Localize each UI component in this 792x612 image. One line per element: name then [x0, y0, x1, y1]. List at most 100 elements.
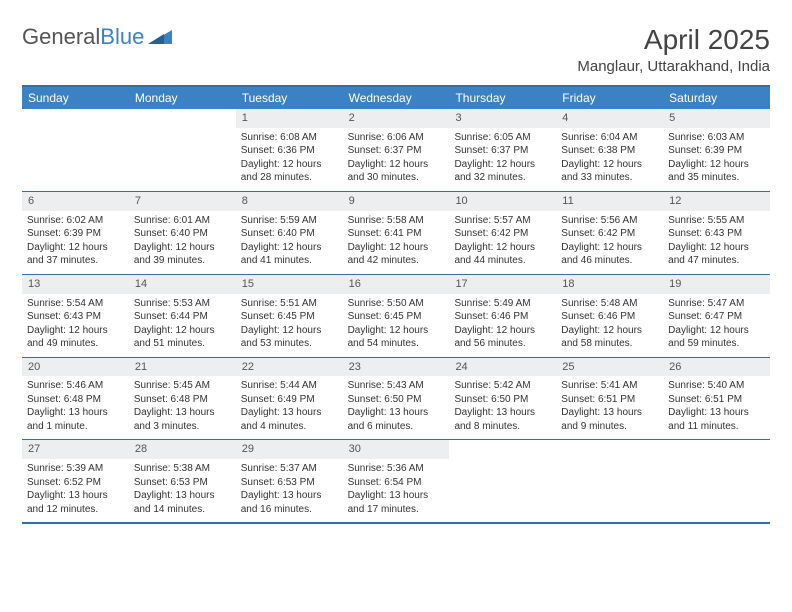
- daylight-text: Daylight: 13 hours and 4 minutes.: [241, 406, 338, 433]
- daylight-text: Daylight: 12 hours and 35 minutes.: [668, 158, 765, 185]
- sunrise-text: Sunrise: 5:55 AM: [668, 214, 765, 228]
- day-body: Sunrise: 5:36 AMSunset: 6:54 PMDaylight:…: [343, 459, 450, 522]
- day-body: Sunrise: 5:54 AMSunset: 6:43 PMDaylight:…: [22, 294, 129, 357]
- sunrise-text: Sunrise: 5:48 AM: [561, 297, 658, 311]
- sunset-text: Sunset: 6:51 PM: [561, 393, 658, 407]
- day-body: Sunrise: 5:40 AMSunset: 6:51 PMDaylight:…: [663, 376, 770, 439]
- day-number: 8: [236, 192, 343, 211]
- day-number: 5: [663, 109, 770, 128]
- day-number: 21: [129, 358, 236, 377]
- sunrise-text: Sunrise: 5:50 AM: [348, 297, 445, 311]
- day-number: 9: [343, 192, 450, 211]
- day-body: Sunrise: 5:42 AMSunset: 6:50 PMDaylight:…: [449, 376, 556, 439]
- day-body: Sunrise: 6:04 AMSunset: 6:38 PMDaylight:…: [556, 128, 663, 191]
- calendar-cell: 7Sunrise: 6:01 AMSunset: 6:40 PMDaylight…: [129, 192, 236, 274]
- day-body: Sunrise: 6:06 AMSunset: 6:37 PMDaylight:…: [343, 128, 450, 191]
- sunset-text: Sunset: 6:40 PM: [134, 227, 231, 241]
- day-number: 24: [449, 358, 556, 377]
- header-right: April 2025 Manglaur, Uttarakhand, India: [577, 24, 770, 75]
- daylight-text: Daylight: 12 hours and 59 minutes.: [668, 324, 765, 351]
- day-body: Sunrise: 6:08 AMSunset: 6:36 PMDaylight:…: [236, 128, 343, 191]
- calendar-cell: 3Sunrise: 6:05 AMSunset: 6:37 PMDaylight…: [449, 109, 556, 191]
- sunrise-text: Sunrise: 6:05 AM: [454, 131, 551, 145]
- calendar-cell: [22, 109, 129, 191]
- daylight-text: Daylight: 13 hours and 14 minutes.: [134, 489, 231, 516]
- day-body: Sunrise: 6:01 AMSunset: 6:40 PMDaylight:…: [129, 211, 236, 274]
- day-body: Sunrise: 5:43 AMSunset: 6:50 PMDaylight:…: [343, 376, 450, 439]
- sunset-text: Sunset: 6:46 PM: [454, 310, 551, 324]
- day-number: 27: [22, 440, 129, 459]
- day-number: 4: [556, 109, 663, 128]
- day-number: 18: [556, 275, 663, 294]
- sunrise-text: Sunrise: 5:37 AM: [241, 462, 338, 476]
- sunrise-text: Sunrise: 5:56 AM: [561, 214, 658, 228]
- week-row: 1Sunrise: 6:08 AMSunset: 6:36 PMDaylight…: [22, 109, 770, 191]
- calendar-cell: 2Sunrise: 6:06 AMSunset: 6:37 PMDaylight…: [343, 109, 450, 191]
- daylight-text: Daylight: 13 hours and 9 minutes.: [561, 406, 658, 433]
- calendar-cell: 16Sunrise: 5:50 AMSunset: 6:45 PMDayligh…: [343, 275, 450, 357]
- calendar-cell: 1Sunrise: 6:08 AMSunset: 6:36 PMDaylight…: [236, 109, 343, 191]
- calendar-cell: 12Sunrise: 5:55 AMSunset: 6:43 PMDayligh…: [663, 192, 770, 274]
- day-body: Sunrise: 5:47 AMSunset: 6:47 PMDaylight:…: [663, 294, 770, 357]
- daylight-text: Daylight: 12 hours and 28 minutes.: [241, 158, 338, 185]
- daylight-text: Daylight: 13 hours and 8 minutes.: [454, 406, 551, 433]
- day-body: Sunrise: 5:55 AMSunset: 6:43 PMDaylight:…: [663, 211, 770, 274]
- day-number: 30: [343, 440, 450, 459]
- daylight-text: Daylight: 12 hours and 30 minutes.: [348, 158, 445, 185]
- logo: GeneralBlue: [22, 24, 172, 50]
- calendar-cell: 11Sunrise: 5:56 AMSunset: 6:42 PMDayligh…: [556, 192, 663, 274]
- sunset-text: Sunset: 6:45 PM: [348, 310, 445, 324]
- day-number: 28: [129, 440, 236, 459]
- sunrise-text: Sunrise: 5:58 AM: [348, 214, 445, 228]
- sunset-text: Sunset: 6:38 PM: [561, 144, 658, 158]
- sunrise-text: Sunrise: 5:47 AM: [668, 297, 765, 311]
- daylight-text: Daylight: 13 hours and 16 minutes.: [241, 489, 338, 516]
- daylight-text: Daylight: 13 hours and 6 minutes.: [348, 406, 445, 433]
- day-body: Sunrise: 5:51 AMSunset: 6:45 PMDaylight:…: [236, 294, 343, 357]
- calendar-cell: 29Sunrise: 5:37 AMSunset: 6:53 PMDayligh…: [236, 440, 343, 522]
- calendar-cell: 9Sunrise: 5:58 AMSunset: 6:41 PMDaylight…: [343, 192, 450, 274]
- sunrise-text: Sunrise: 6:03 AM: [668, 131, 765, 145]
- day-number: 25: [556, 358, 663, 377]
- calendar-cell: 19Sunrise: 5:47 AMSunset: 6:47 PMDayligh…: [663, 275, 770, 357]
- day-number: 7: [129, 192, 236, 211]
- sunset-text: Sunset: 6:48 PM: [134, 393, 231, 407]
- sunrise-text: Sunrise: 5:53 AM: [134, 297, 231, 311]
- daylight-text: Daylight: 12 hours and 51 minutes.: [134, 324, 231, 351]
- day-header-tue: Tuesday: [236, 87, 343, 109]
- day-body: Sunrise: 5:37 AMSunset: 6:53 PMDaylight:…: [236, 459, 343, 522]
- daylight-text: Daylight: 12 hours and 33 minutes.: [561, 158, 658, 185]
- sunrise-text: Sunrise: 5:44 AM: [241, 379, 338, 393]
- sunset-text: Sunset: 6:39 PM: [27, 227, 124, 241]
- sunset-text: Sunset: 6:50 PM: [454, 393, 551, 407]
- day-header-sat: Saturday: [663, 87, 770, 109]
- daylight-text: Daylight: 12 hours and 44 minutes.: [454, 241, 551, 268]
- sunrise-text: Sunrise: 5:46 AM: [27, 379, 124, 393]
- day-number: 11: [556, 192, 663, 211]
- sunset-text: Sunset: 6:53 PM: [241, 476, 338, 490]
- calendar-cell: 6Sunrise: 6:02 AMSunset: 6:39 PMDaylight…: [22, 192, 129, 274]
- sunset-text: Sunset: 6:47 PM: [668, 310, 765, 324]
- day-number: 13: [22, 275, 129, 294]
- calendar-cell: 25Sunrise: 5:41 AMSunset: 6:51 PMDayligh…: [556, 358, 663, 440]
- sunset-text: Sunset: 6:39 PM: [668, 144, 765, 158]
- daylight-text: Daylight: 13 hours and 1 minute.: [27, 406, 124, 433]
- day-number: 10: [449, 192, 556, 211]
- page-header: GeneralBlue April 2025 Manglaur, Uttarak…: [22, 24, 770, 75]
- day-number: 29: [236, 440, 343, 459]
- calendar-cell: 24Sunrise: 5:42 AMSunset: 6:50 PMDayligh…: [449, 358, 556, 440]
- day-body: Sunrise: 5:53 AMSunset: 6:44 PMDaylight:…: [129, 294, 236, 357]
- calendar-cell: 26Sunrise: 5:40 AMSunset: 6:51 PMDayligh…: [663, 358, 770, 440]
- sunrise-text: Sunrise: 5:51 AM: [241, 297, 338, 311]
- daylight-text: Daylight: 12 hours and 47 minutes.: [668, 241, 765, 268]
- calendar-cell: 13Sunrise: 5:54 AMSunset: 6:43 PMDayligh…: [22, 275, 129, 357]
- day-body: Sunrise: 5:49 AMSunset: 6:46 PMDaylight:…: [449, 294, 556, 357]
- daylight-text: Daylight: 12 hours and 32 minutes.: [454, 158, 551, 185]
- day-number: 2: [343, 109, 450, 128]
- calendar: Sunday Monday Tuesday Wednesday Thursday…: [22, 85, 770, 524]
- day-header-fri: Friday: [556, 87, 663, 109]
- sunrise-text: Sunrise: 6:02 AM: [27, 214, 124, 228]
- day-body: Sunrise: 5:57 AMSunset: 6:42 PMDaylight:…: [449, 211, 556, 274]
- daylight-text: Daylight: 13 hours and 3 minutes.: [134, 406, 231, 433]
- day-body: Sunrise: 5:39 AMSunset: 6:52 PMDaylight:…: [22, 459, 129, 522]
